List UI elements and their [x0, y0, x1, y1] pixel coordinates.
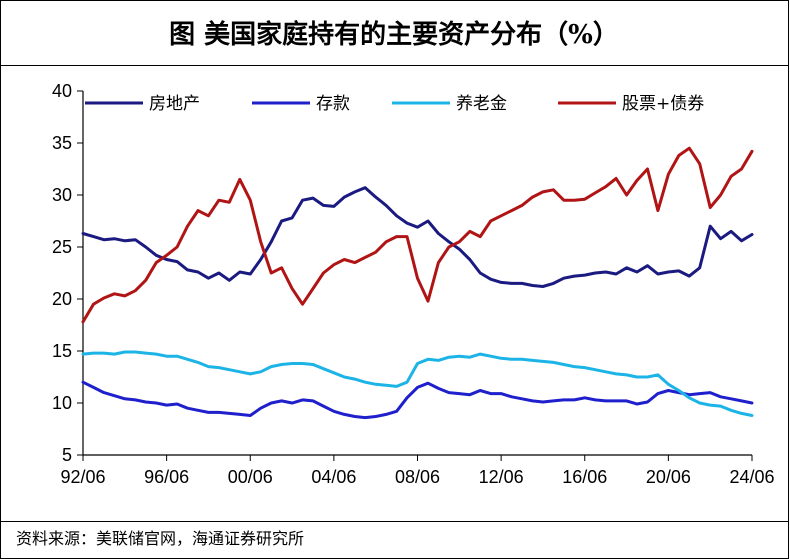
x-tick-label: 92/06 [60, 467, 105, 487]
y-tick-label: 35 [52, 133, 72, 153]
y-tick-label: 40 [52, 81, 72, 101]
y-tick-label: 5 [62, 445, 72, 465]
y-tick-label: 25 [52, 237, 72, 257]
source-note: 资料来源：美联储官网，海通证券研究所 [16, 529, 305, 548]
chart-title: 图 美国家庭持有的主要资产分布（%） [0, 0, 788, 66]
y-tick-label: 10 [52, 393, 72, 413]
x-tick-label: 04/06 [311, 467, 356, 487]
legend-group: 房地产 存款 养老金 股票+债券 [85, 94, 704, 114]
y-tick-label: 30 [52, 185, 72, 205]
legend-label-1: 房地产 [149, 94, 200, 114]
y-tick-label: 20 [52, 289, 72, 309]
x-tick-label: 24/06 [729, 467, 774, 487]
legend-label-2: 存款 [316, 94, 350, 114]
x-tick-label: 20/06 [646, 467, 691, 487]
footer-divider [0, 521, 789, 522]
series-line-1 [81, 186, 754, 288]
x-tick-label: 16/06 [562, 467, 607, 487]
x-tick-label: 08/06 [395, 467, 440, 487]
legend-label-4: 股票+债券 [622, 94, 704, 114]
series-line-3 [81, 350, 754, 417]
axes-group: 5 10 15 20 25 30 35 40 92/06 96/06 00/06 04/06 08/06… [52, 81, 775, 487]
x-tick-label: 00/06 [228, 467, 273, 487]
x-tick-label: 96/06 [144, 467, 189, 487]
y-tick-label: 15 [52, 341, 72, 361]
series-line-4 [81, 146, 754, 324]
x-tick-label: 12/06 [479, 467, 524, 487]
legend-label-3: 养老金 [456, 94, 507, 114]
series-line-2 [81, 380, 754, 420]
series-layer [81, 146, 754, 420]
